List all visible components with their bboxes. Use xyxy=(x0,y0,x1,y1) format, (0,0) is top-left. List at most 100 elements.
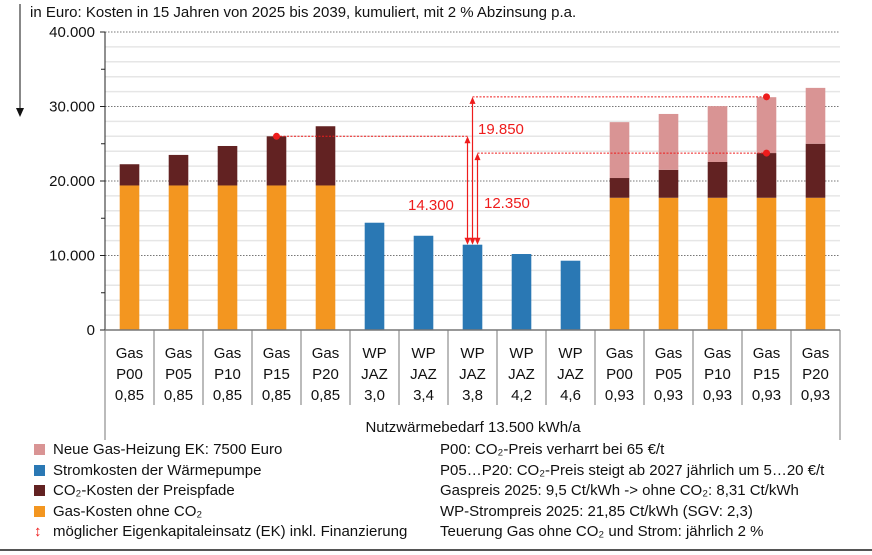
x-tick-label: WP xyxy=(362,345,386,362)
annotation-label: 14.300 xyxy=(408,197,454,214)
annotation-dot xyxy=(763,93,770,101)
arrow-head-up-icon xyxy=(464,136,471,144)
bar-segment xyxy=(707,197,728,330)
annotation-dot xyxy=(273,132,280,140)
x-tick-label: P05 xyxy=(165,366,192,383)
bar-segment xyxy=(413,235,434,330)
annotation-label: 12.350 xyxy=(484,195,530,212)
bar-segment xyxy=(119,185,140,330)
x-tick-label: 4,6 xyxy=(560,387,581,404)
y-tick-label: 10.000 xyxy=(49,248,95,265)
legend-label: Neue Gas-Heizung EK: 7500 Euro xyxy=(53,441,283,458)
x-tick-label: Gas xyxy=(704,345,732,362)
legend-label: Stromkosten der Wärmepumpe xyxy=(53,461,262,479)
arrow-head-up-icon xyxy=(474,153,481,161)
y-tick-label: 20.000 xyxy=(49,173,95,190)
note: P00: CO₂-Preis verharrt bei 65 €/t xyxy=(440,441,665,458)
bar-segment xyxy=(217,185,238,330)
legend-swatch xyxy=(34,505,45,517)
notes: P00: CO₂-Preis verharrt bei 65 €/t P05…P… xyxy=(440,440,824,543)
bar-segment xyxy=(266,185,287,330)
x-tick-label: 3,8 xyxy=(462,387,483,404)
x-axis-label: Nutzwärmebedarf 13.500 kWh/a xyxy=(365,419,581,436)
bar-segment xyxy=(168,185,189,330)
note: Teuerung Gas ohne CO₂ und Strom: jährlic… xyxy=(440,523,764,540)
bar-segment xyxy=(805,197,826,330)
bar-segment xyxy=(462,244,483,330)
bar-segment xyxy=(266,136,287,186)
bar-segment xyxy=(609,122,630,179)
bar-segment xyxy=(756,97,777,154)
legend-label: CO₂-Kosten der Preispfade xyxy=(53,482,235,499)
legend-item-co2-costs: CO₂-Kosten der Preispfade xyxy=(34,481,407,502)
bar-segment xyxy=(315,185,336,330)
chart-title: in Euro: Kosten in 15 Jahren von 2025 bi… xyxy=(30,4,576,21)
x-tick-label: Gas xyxy=(116,345,144,362)
bar-segment xyxy=(119,164,140,186)
bar-segment xyxy=(805,143,826,198)
x-tick-label: Gas xyxy=(165,345,193,362)
y-tick-label: 40.000 xyxy=(49,24,95,41)
x-tick-label: JAZ xyxy=(557,366,584,383)
bar-segment xyxy=(658,169,679,198)
bar-segment xyxy=(217,145,238,186)
bar-segment xyxy=(707,162,728,198)
legend-label: möglicher Eigenkapitaleinsatz (EK) inkl.… xyxy=(53,523,408,540)
x-tick-label: Gas xyxy=(312,345,340,362)
bar-segment xyxy=(168,154,189,186)
x-tick-label: 0,93 xyxy=(752,387,781,404)
x-tick-label: P10 xyxy=(214,366,241,383)
arrow-head-down-icon xyxy=(469,237,476,245)
legend-swatch xyxy=(34,464,45,476)
legend-item-new-gas-heater: Neue Gas-Heizung EK: 7500 Euro xyxy=(34,440,407,461)
bottom-rule xyxy=(0,549,872,551)
x-tick-label: P20 xyxy=(802,366,829,383)
x-tick-label: 3,4 xyxy=(413,387,434,404)
x-tick-label: JAZ xyxy=(361,366,388,383)
bar-segment xyxy=(707,106,728,163)
x-tick-label: P20 xyxy=(312,366,339,383)
x-tick-label: P15 xyxy=(263,366,290,383)
bar-segment xyxy=(560,260,581,330)
x-tick-label: JAZ xyxy=(459,366,486,383)
legend-item-heat-pump-power: Stromkosten der Wärmepumpe xyxy=(34,461,407,482)
x-tick-label: 0,85 xyxy=(115,387,144,404)
down-arrow-head-icon xyxy=(16,108,24,117)
x-tick-label: 0,85 xyxy=(262,387,291,404)
x-tick-label: Gas xyxy=(753,345,781,362)
y-tick-label: 30.000 xyxy=(49,99,95,116)
chart-svg: in Euro: Kosten in 15 Jahren von 2025 bi… xyxy=(16,4,841,440)
x-tick-label: WP xyxy=(558,345,582,362)
note: Gaspreis 2025: 9,5 Ct/kWh -> ohne CO₂: 8… xyxy=(440,482,799,499)
legend-item-equity-arrow: ↕ möglicher Eigenkapitaleinsatz (EK) inkl… xyxy=(34,522,407,543)
bar-segment xyxy=(805,87,826,144)
bar-segment xyxy=(658,113,679,170)
x-tick-label: 0,85 xyxy=(164,387,193,404)
x-tick-label: P15 xyxy=(753,366,780,383)
legend-swatch xyxy=(34,485,45,496)
arrow-head-up-icon xyxy=(469,96,476,104)
x-tick-label: P00 xyxy=(116,366,143,383)
legend-item-gas-costs: Gas-Kosten ohne CO₂ xyxy=(34,502,407,523)
x-tick-label: Gas xyxy=(606,345,634,362)
x-tick-label: P00 xyxy=(606,366,633,383)
legend: Neue Gas-Heizung EK: 7500 Euro Stromkost… xyxy=(34,440,407,543)
y-tick-label: 0 xyxy=(87,322,95,339)
double-arrow-icon: ↕ xyxy=(34,523,42,540)
x-tick-label: JAZ xyxy=(410,366,437,383)
bar-segment xyxy=(609,197,630,330)
x-tick-label: Gas xyxy=(263,345,291,362)
note: WP-Strompreis 2025: 21,85 Ct/kWh (SGV: 2… xyxy=(440,502,753,520)
x-tick-label: 0,85 xyxy=(311,387,340,404)
x-tick-label: JAZ xyxy=(508,366,535,383)
arrow-head-down-icon xyxy=(474,237,481,245)
note: P05…P20: CO₂-Preis steigt ab 2027 jährli… xyxy=(440,461,825,479)
legend-label: Gas-Kosten ohne CO₂ xyxy=(53,502,203,520)
x-tick-label: 0,85 xyxy=(213,387,242,404)
annotation-dot xyxy=(763,149,770,157)
arrow-head-down-icon xyxy=(464,237,471,245)
bar-segment xyxy=(511,254,532,330)
bar-segment xyxy=(658,197,679,330)
x-tick-label: Gas xyxy=(802,345,830,362)
